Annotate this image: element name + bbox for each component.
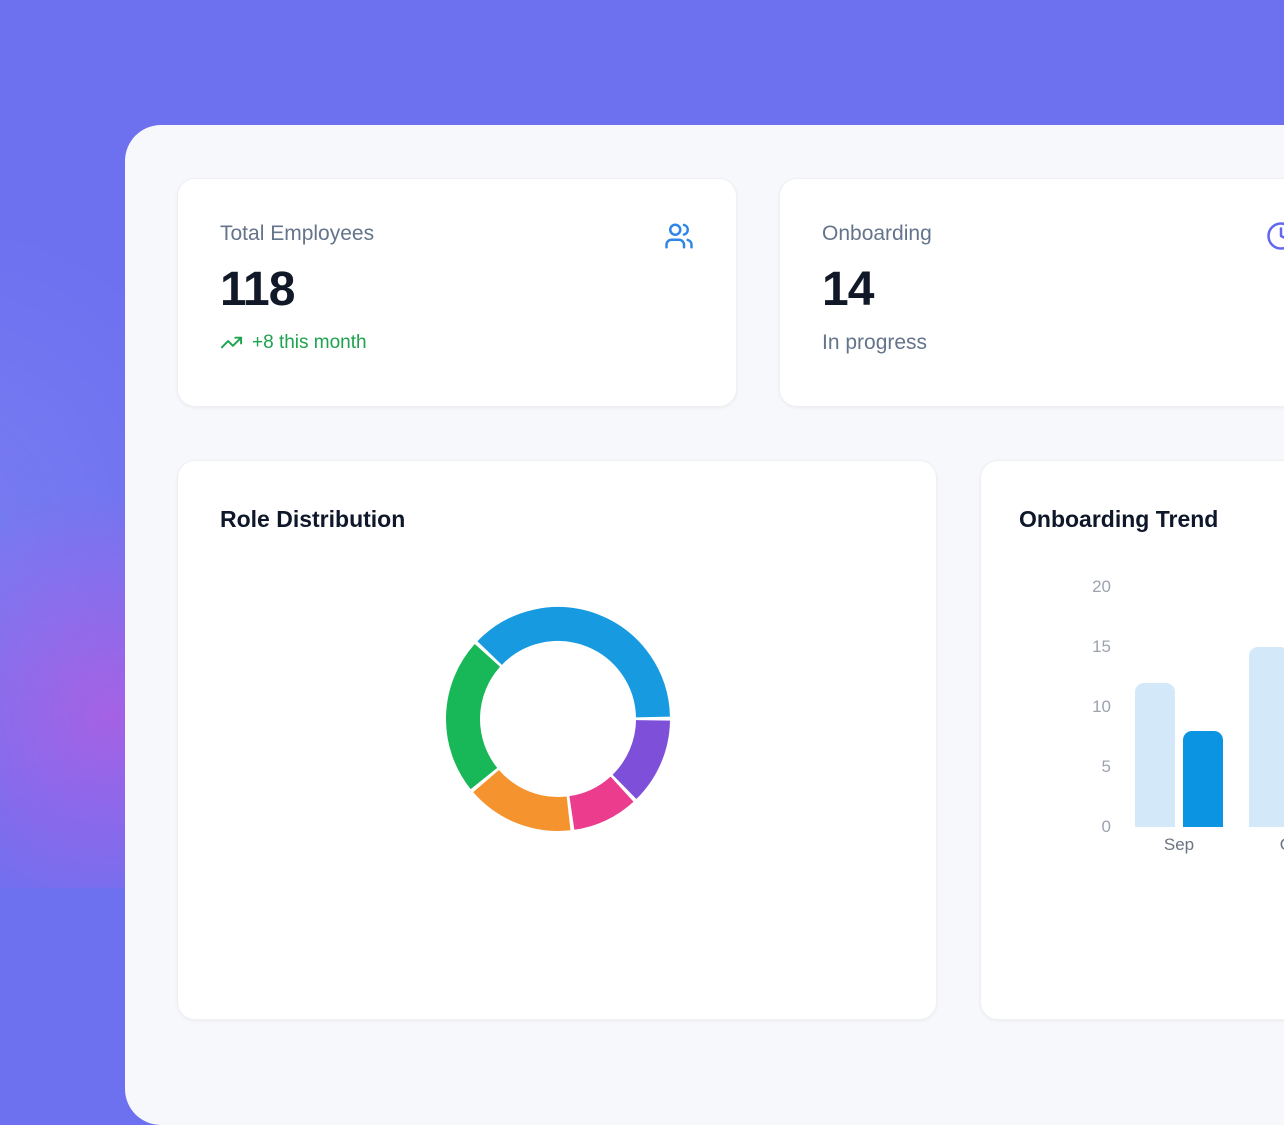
bar-Sep-light_blue — [1135, 683, 1175, 827]
y-tick-5: 5 — [1021, 756, 1111, 778]
onboarding-card: Onboarding 14 In progress — [779, 178, 1284, 407]
role-distribution-title: Role Distribution — [220, 505, 894, 533]
total-employees-delta-text: +8 this month — [252, 332, 367, 354]
donut-segment-purple — [624, 720, 653, 787]
total-employees-card: Total Employees 118 +8 this month — [177, 178, 737, 407]
role-donut — [418, 579, 698, 859]
onboarding-label: Onboarding — [822, 221, 932, 247]
total-employees-delta: +8 this month — [220, 331, 694, 354]
total-employees-header: Total Employees — [220, 221, 694, 251]
trend-plot: 0 5 10 15 20 Sep Oct — [981, 461, 1284, 1019]
x-label-Sep: Sep — [1129, 835, 1229, 855]
donut-segment-pink — [572, 789, 622, 813]
trending-up-icon — [220, 331, 243, 354]
total-employees-label: Total Employees — [220, 221, 374, 247]
y-tick-20: 20 — [1021, 576, 1111, 598]
y-tick-15: 15 — [1021, 636, 1111, 658]
users-icon — [664, 221, 694, 251]
bar-Sep-dark_blue — [1183, 731, 1223, 827]
donut-segment-orange — [486, 781, 569, 814]
onboarding-trend-card: Onboarding Trend 05101520SepOct — [980, 460, 1284, 1020]
donut-segment-green — [463, 655, 487, 778]
x-label-Oct: Oct — [1243, 835, 1284, 855]
onboarding-header: Onboarding — [822, 221, 1284, 251]
onboarding-value: 14 — [822, 263, 1284, 317]
donut-segment-blue — [490, 624, 653, 717]
bar-Oct-light_blue — [1249, 647, 1284, 827]
clock-icon — [1266, 221, 1284, 251]
y-tick-0: 0 — [1021, 816, 1111, 838]
role-distribution-card: Role Distribution — [177, 460, 937, 1020]
y-tick-10: 10 — [1021, 696, 1111, 718]
total-employees-value: 118 — [220, 263, 694, 317]
onboarding-status-text: In progress — [822, 331, 1284, 355]
